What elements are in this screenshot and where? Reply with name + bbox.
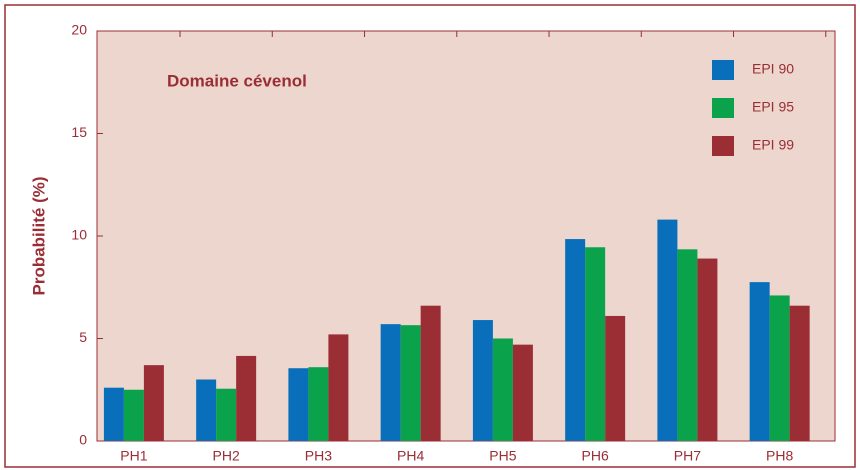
bar bbox=[420, 305, 441, 441]
bar bbox=[565, 239, 586, 441]
bar bbox=[380, 324, 401, 441]
bar bbox=[328, 334, 349, 441]
x-tick-label: PH1 bbox=[120, 448, 147, 464]
x-tick-label: PH3 bbox=[305, 448, 332, 464]
bar bbox=[308, 367, 329, 441]
bar bbox=[103, 387, 124, 441]
y-tick-label: 5 bbox=[79, 329, 87, 345]
bar bbox=[288, 368, 309, 441]
legend-swatch bbox=[712, 136, 734, 156]
bar bbox=[236, 355, 257, 441]
bar bbox=[472, 320, 493, 441]
bar bbox=[585, 247, 606, 441]
legend-label: EPI 90 bbox=[752, 61, 794, 77]
y-tick-label: 20 bbox=[71, 22, 87, 38]
bar bbox=[749, 282, 770, 441]
bar bbox=[769, 295, 790, 441]
x-tick-label: PH2 bbox=[213, 448, 240, 464]
bar bbox=[196, 379, 217, 441]
bar bbox=[697, 258, 718, 441]
bar bbox=[216, 388, 237, 441]
chart-title: Domaine cévenol bbox=[167, 71, 307, 90]
bar bbox=[400, 325, 421, 441]
x-tick-label: PH7 bbox=[674, 448, 701, 464]
legend-label: EPI 95 bbox=[752, 99, 794, 115]
y-axis-label: Probabilité (%) bbox=[29, 176, 48, 295]
x-tick-label: PH4 bbox=[397, 448, 424, 464]
x-tick-label: PH8 bbox=[766, 448, 793, 464]
bar bbox=[657, 219, 678, 441]
frame bbox=[4, 4, 856, 468]
bar bbox=[512, 344, 533, 441]
bar bbox=[492, 338, 513, 441]
legend-swatch bbox=[712, 60, 734, 80]
y-tick-label: 0 bbox=[79, 432, 87, 448]
legend-swatch bbox=[712, 98, 734, 118]
bar bbox=[789, 305, 810, 441]
bar bbox=[143, 365, 164, 441]
x-tick-label: PH6 bbox=[582, 448, 609, 464]
legend-label: EPI 99 bbox=[752, 137, 794, 153]
bar bbox=[605, 315, 626, 441]
y-tick-label: 10 bbox=[71, 227, 87, 243]
bar bbox=[123, 389, 144, 441]
bar bbox=[677, 249, 698, 441]
y-tick-label: 15 bbox=[71, 124, 87, 140]
x-tick-label: PH5 bbox=[489, 448, 516, 464]
